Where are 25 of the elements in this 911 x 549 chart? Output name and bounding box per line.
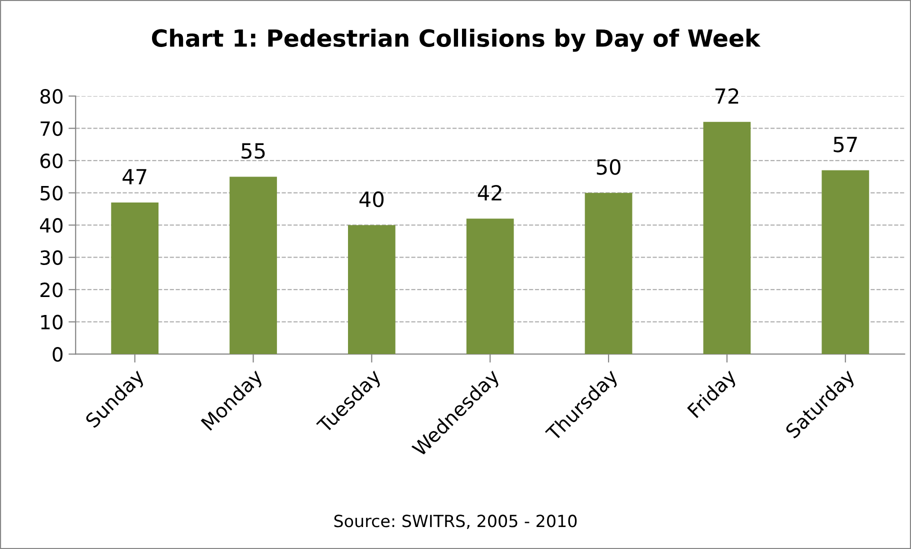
chart-title: Chart 1: Pedestrian Collisions by Day of Week — [152, 28, 761, 52]
bar — [703, 122, 751, 354]
y-tick-label: 30 — [40, 250, 63, 266]
y-tick-label: 40 — [40, 218, 63, 233]
y-tick-label: 80 — [40, 89, 63, 104]
data-label: 40 — [359, 191, 384, 208]
y-tick-label: 70 — [40, 121, 63, 136]
y-tick-label: 50 — [40, 186, 63, 200]
data-label: 42 — [478, 184, 502, 200]
data-label: 57 — [834, 136, 857, 152]
bar — [822, 170, 870, 354]
y-tick-label: 10 — [41, 314, 63, 330]
y-tick-label: 0 — [52, 347, 63, 362]
bar — [466, 218, 514, 354]
source-note: Source: SWITRS, 2005 - 2010 — [334, 514, 577, 529]
data-label: 55 — [242, 143, 265, 159]
data-label: 72 — [715, 88, 738, 104]
y-tick-label: 60 — [40, 154, 63, 168]
data-label: 47 — [122, 169, 146, 184]
bar — [584, 192, 632, 354]
bar — [348, 225, 396, 354]
y-tick-label: 20 — [40, 282, 63, 298]
bar — [230, 176, 277, 354]
bar — [111, 202, 159, 354]
data-label: 50 — [596, 159, 620, 175]
